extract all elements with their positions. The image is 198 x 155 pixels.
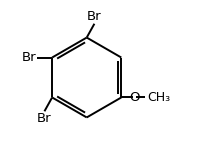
Text: Br: Br	[21, 51, 36, 64]
Text: O: O	[129, 91, 140, 104]
Text: CH₃: CH₃	[148, 91, 170, 104]
Text: Br: Br	[37, 112, 52, 125]
Text: Br: Br	[87, 10, 102, 23]
